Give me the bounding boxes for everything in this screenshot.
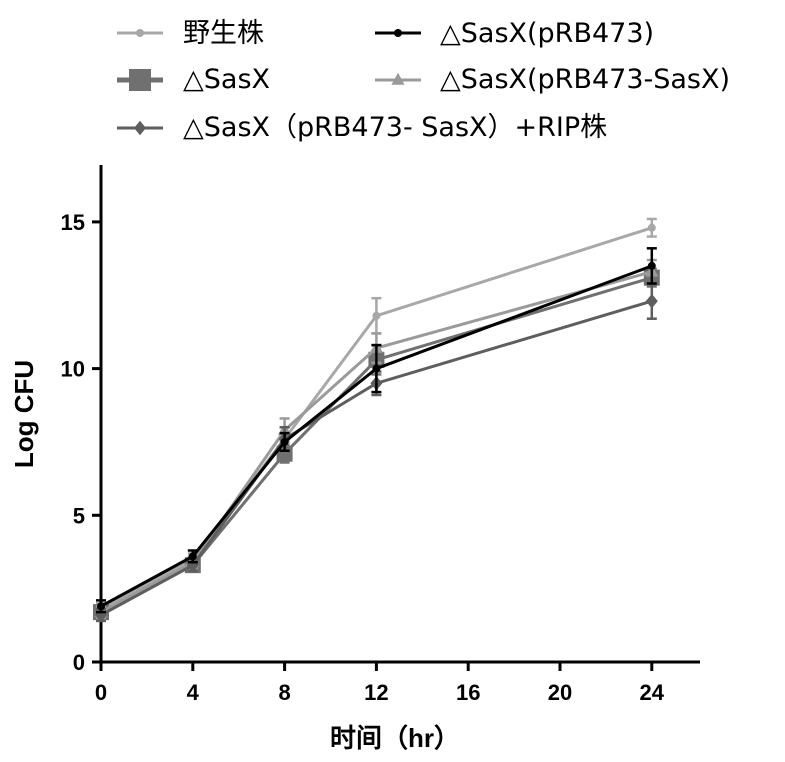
y-tick-label-0: 0 <box>73 650 85 675</box>
legend-item-5: △SasX（pRB473- SasX）+RIP株 <box>117 112 607 143</box>
series-5-point-4 <box>645 293 658 309</box>
legend-label-1: 野生株 <box>183 18 264 49</box>
series-2-point-2 <box>280 437 289 446</box>
plot-area <box>93 217 660 623</box>
legend-label-4: △SasX(pRB473-SasX) <box>440 64 730 95</box>
series-2-point-1 <box>188 552 197 561</box>
legend-label-2: △SasX(pRB473) <box>440 18 654 49</box>
legend-marker-3 <box>129 69 151 91</box>
legend: 野生株 △SasX(pRB473) △SasX △SasX(pRB473-Sas… <box>117 18 730 143</box>
axes: 0 5 10 15 0 4 8 12 16 20 24 Log CFU 时间（hr） <box>9 165 700 753</box>
series-1-point-3 <box>372 311 381 320</box>
x-tick-label-20: 20 <box>548 680 572 705</box>
x-tick-label-8: 8 <box>278 680 290 705</box>
x-axis-title: 时间（hr） <box>330 723 460 753</box>
x-tick-label-16: 16 <box>456 680 480 705</box>
legend-symbol-4 <box>375 72 421 85</box>
legend-symbol-5 <box>117 120 163 136</box>
series-1-line <box>100 226 653 611</box>
x-ticks: 0 4 8 12 16 20 24 <box>95 662 665 705</box>
y-tick-label-10: 10 <box>61 357 85 382</box>
x-tick-label-4: 4 <box>187 680 200 705</box>
legend-label-3: △SasX <box>183 64 270 95</box>
y-tick-label-15: 15 <box>61 210 85 235</box>
y-axis-title: Log CFU <box>9 360 39 468</box>
legend-item-1: 野生株 <box>117 18 264 49</box>
series-2-point-4 <box>647 261 656 270</box>
legend-marker-4 <box>391 72 405 85</box>
series-5-point-0 <box>95 607 107 623</box>
legend-item-4: △SasX(pRB473-SasX) <box>375 64 730 95</box>
series-2-point-3 <box>372 364 381 373</box>
y-ticks: 0 5 10 15 <box>61 210 101 675</box>
legend-item-3: △SasX <box>117 64 270 95</box>
x-tick-label-0: 0 <box>95 680 107 705</box>
x-tick-label-12: 12 <box>364 680 388 705</box>
legend-label-5: △SasX（pRB473- SasX）+RIP株 <box>183 112 607 143</box>
series-1 <box>96 217 657 617</box>
legend-symbol-2 <box>375 29 421 37</box>
series-1-point-4 <box>647 223 656 232</box>
series-2-point-0 <box>97 602 105 611</box>
y-tick-label-5: 5 <box>73 503 85 528</box>
x-tick-label-24: 24 <box>640 680 665 705</box>
series-2 <box>96 247 657 614</box>
legend-marker-1 <box>136 29 144 37</box>
legend-marker-2 <box>394 29 402 37</box>
legend-item-2: △SasX(pRB473) <box>375 18 654 49</box>
legend-marker-5 <box>134 120 146 136</box>
legend-symbol-3 <box>117 69 163 91</box>
legend-symbol-1 <box>117 29 163 37</box>
